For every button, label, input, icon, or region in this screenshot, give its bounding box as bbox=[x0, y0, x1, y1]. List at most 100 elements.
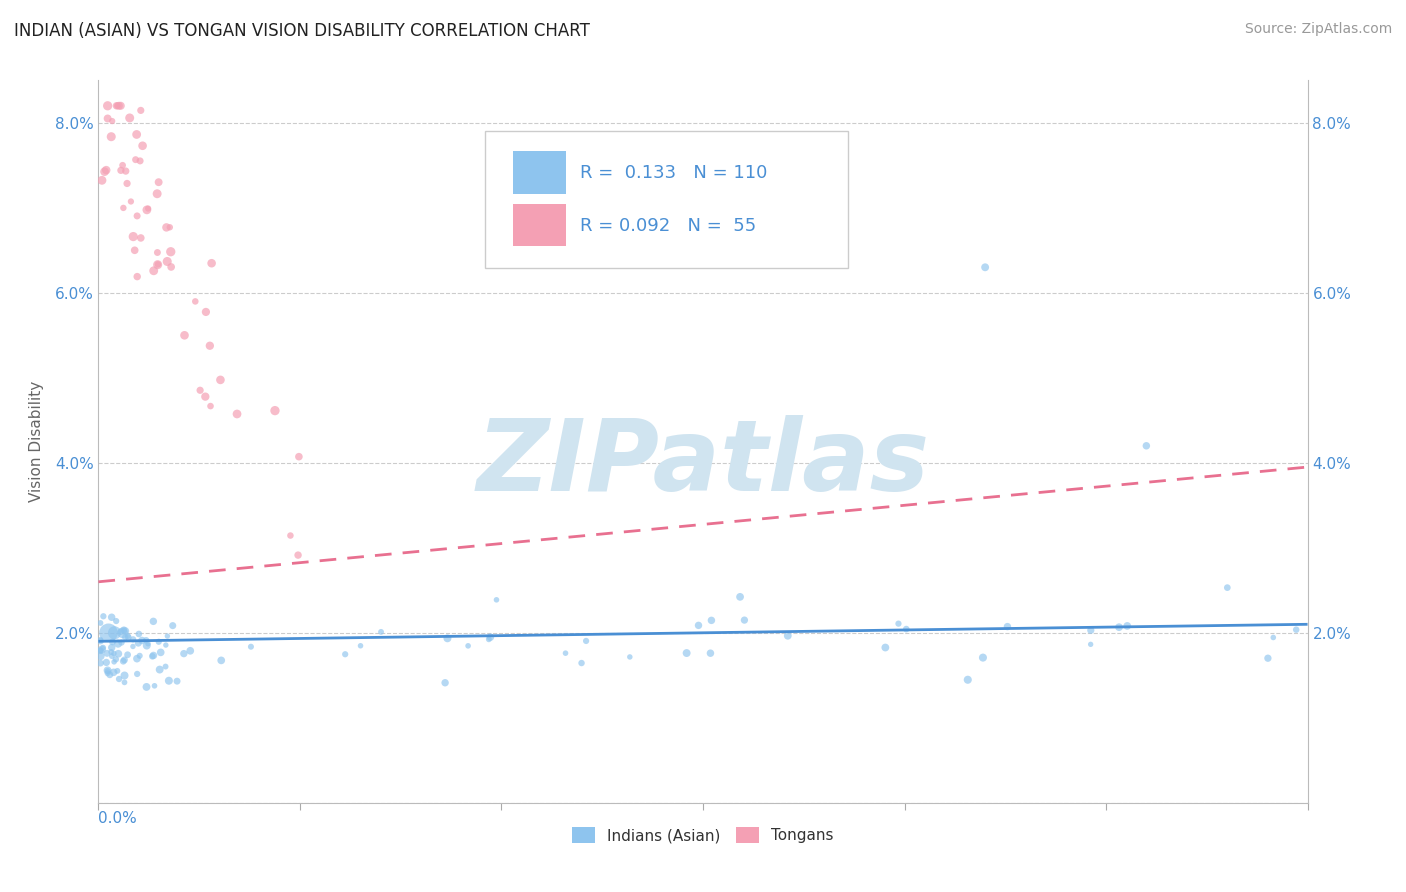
Point bbox=[120, 194, 142, 209]
Point bbox=[201, 256, 224, 270]
Point bbox=[997, 619, 1019, 633]
Point bbox=[91, 640, 114, 655]
Point bbox=[142, 264, 165, 278]
Point bbox=[124, 153, 146, 167]
Point bbox=[91, 173, 114, 187]
Point bbox=[129, 103, 152, 118]
Point bbox=[575, 634, 598, 648]
Point bbox=[209, 373, 232, 387]
Point bbox=[114, 675, 136, 690]
Point bbox=[485, 592, 508, 607]
Point bbox=[112, 654, 135, 668]
Point bbox=[110, 635, 132, 649]
Point bbox=[98, 667, 121, 681]
Point bbox=[105, 99, 128, 113]
Point bbox=[173, 328, 195, 343]
Point bbox=[96, 656, 118, 670]
Point bbox=[209, 653, 232, 667]
Point bbox=[434, 675, 457, 690]
Point bbox=[111, 625, 134, 640]
Point bbox=[89, 632, 111, 647]
Point bbox=[141, 649, 163, 664]
Point bbox=[103, 625, 125, 640]
Point bbox=[97, 99, 120, 113]
Point bbox=[239, 640, 262, 654]
Point bbox=[700, 613, 723, 627]
Point bbox=[131, 633, 153, 648]
Point bbox=[1263, 631, 1285, 645]
Text: ZIPatlas: ZIPatlas bbox=[477, 415, 929, 512]
Legend: Indians (Asian), Tongans: Indians (Asian), Tongans bbox=[567, 822, 839, 849]
Point bbox=[97, 112, 120, 126]
Point bbox=[675, 646, 697, 660]
Point bbox=[160, 260, 183, 274]
Point bbox=[89, 643, 111, 657]
Point bbox=[89, 656, 111, 670]
Point bbox=[733, 613, 755, 627]
Point bbox=[93, 609, 115, 624]
Point bbox=[93, 164, 115, 178]
Point bbox=[155, 638, 177, 652]
Point bbox=[157, 673, 180, 688]
Point bbox=[114, 624, 136, 639]
Point bbox=[156, 629, 179, 643]
Point bbox=[97, 664, 120, 678]
Point bbox=[103, 665, 125, 680]
Point bbox=[100, 129, 122, 144]
Point bbox=[198, 339, 221, 353]
Text: R = 0.092   N =  55: R = 0.092 N = 55 bbox=[579, 218, 756, 235]
Point bbox=[101, 635, 124, 649]
Point bbox=[89, 615, 111, 630]
Point bbox=[108, 99, 131, 113]
Point bbox=[148, 634, 170, 648]
Point bbox=[349, 639, 371, 653]
Point bbox=[108, 672, 131, 686]
Point bbox=[149, 645, 172, 659]
Point bbox=[226, 407, 249, 421]
Point bbox=[105, 614, 128, 628]
Point bbox=[105, 664, 128, 678]
Point bbox=[135, 633, 157, 648]
Point bbox=[776, 629, 799, 643]
Text: INDIAN (ASIAN) VS TONGAN VISION DISABILITY CORRELATION CHART: INDIAN (ASIAN) VS TONGAN VISION DISABILI… bbox=[14, 22, 591, 40]
FancyBboxPatch shape bbox=[513, 204, 567, 246]
Point bbox=[142, 615, 165, 629]
Point bbox=[111, 158, 134, 172]
Point bbox=[96, 666, 118, 681]
Point bbox=[142, 648, 165, 663]
Point bbox=[129, 231, 152, 245]
Point bbox=[127, 269, 149, 284]
Point bbox=[101, 649, 124, 664]
Point bbox=[554, 646, 576, 660]
Point bbox=[110, 624, 132, 639]
Point bbox=[194, 305, 217, 319]
Point bbox=[146, 257, 169, 271]
Point bbox=[89, 643, 111, 657]
Point bbox=[117, 648, 139, 662]
Point bbox=[699, 646, 721, 660]
Point bbox=[100, 610, 122, 624]
Point bbox=[179, 644, 201, 658]
Point bbox=[114, 668, 136, 682]
Point bbox=[96, 646, 118, 660]
Point bbox=[155, 220, 177, 235]
Point bbox=[264, 403, 287, 417]
Point bbox=[122, 640, 145, 654]
Point bbox=[143, 679, 166, 693]
Point bbox=[124, 244, 146, 258]
Point bbox=[162, 618, 184, 632]
Point bbox=[105, 99, 128, 113]
Point bbox=[114, 164, 136, 178]
Point bbox=[478, 632, 501, 647]
Point bbox=[96, 163, 118, 178]
Point bbox=[117, 629, 139, 643]
Point bbox=[115, 177, 138, 191]
Point bbox=[96, 664, 118, 678]
Point bbox=[159, 244, 181, 259]
Point bbox=[122, 632, 145, 647]
Point bbox=[887, 616, 910, 631]
Point bbox=[90, 649, 112, 664]
Point bbox=[156, 254, 179, 268]
Point bbox=[280, 528, 302, 542]
Point bbox=[974, 260, 997, 275]
